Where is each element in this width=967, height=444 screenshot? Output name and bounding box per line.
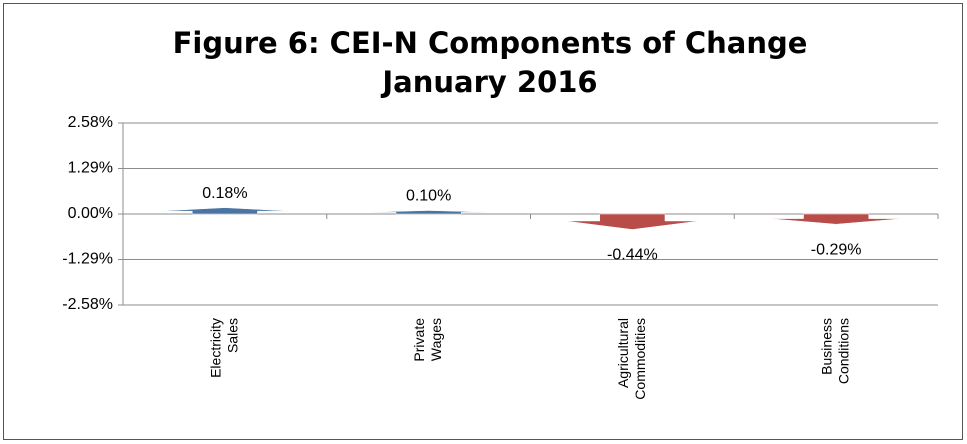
arrow [361,210,496,215]
value-label: -0.29% [811,241,862,258]
x-tick-label: AgriculturalCommodities [615,318,648,400]
x-tick-label: PrivateWages [411,318,444,362]
chart-subtitle: January 2016 [380,65,597,99]
arrow [565,213,700,230]
y-tick-label: -1.29% [62,251,113,268]
y-tick-label: -2.58% [62,296,113,313]
x-tick-label: BusinessConditions [818,318,851,384]
arrow [157,207,293,215]
chart-title: Figure 6: CEI-N Components of Change [173,26,808,60]
value-label: 0.18% [202,185,247,202]
arrow [768,213,904,225]
y-tick-label: 2.58% [68,114,113,131]
x-tick-label: ElectricitySales [207,318,240,378]
value-label: 0.10% [406,188,451,205]
y-tick-label: 1.29% [68,160,113,177]
y-tick-label: 0.00% [68,205,113,222]
value-label: -0.44% [607,247,658,264]
